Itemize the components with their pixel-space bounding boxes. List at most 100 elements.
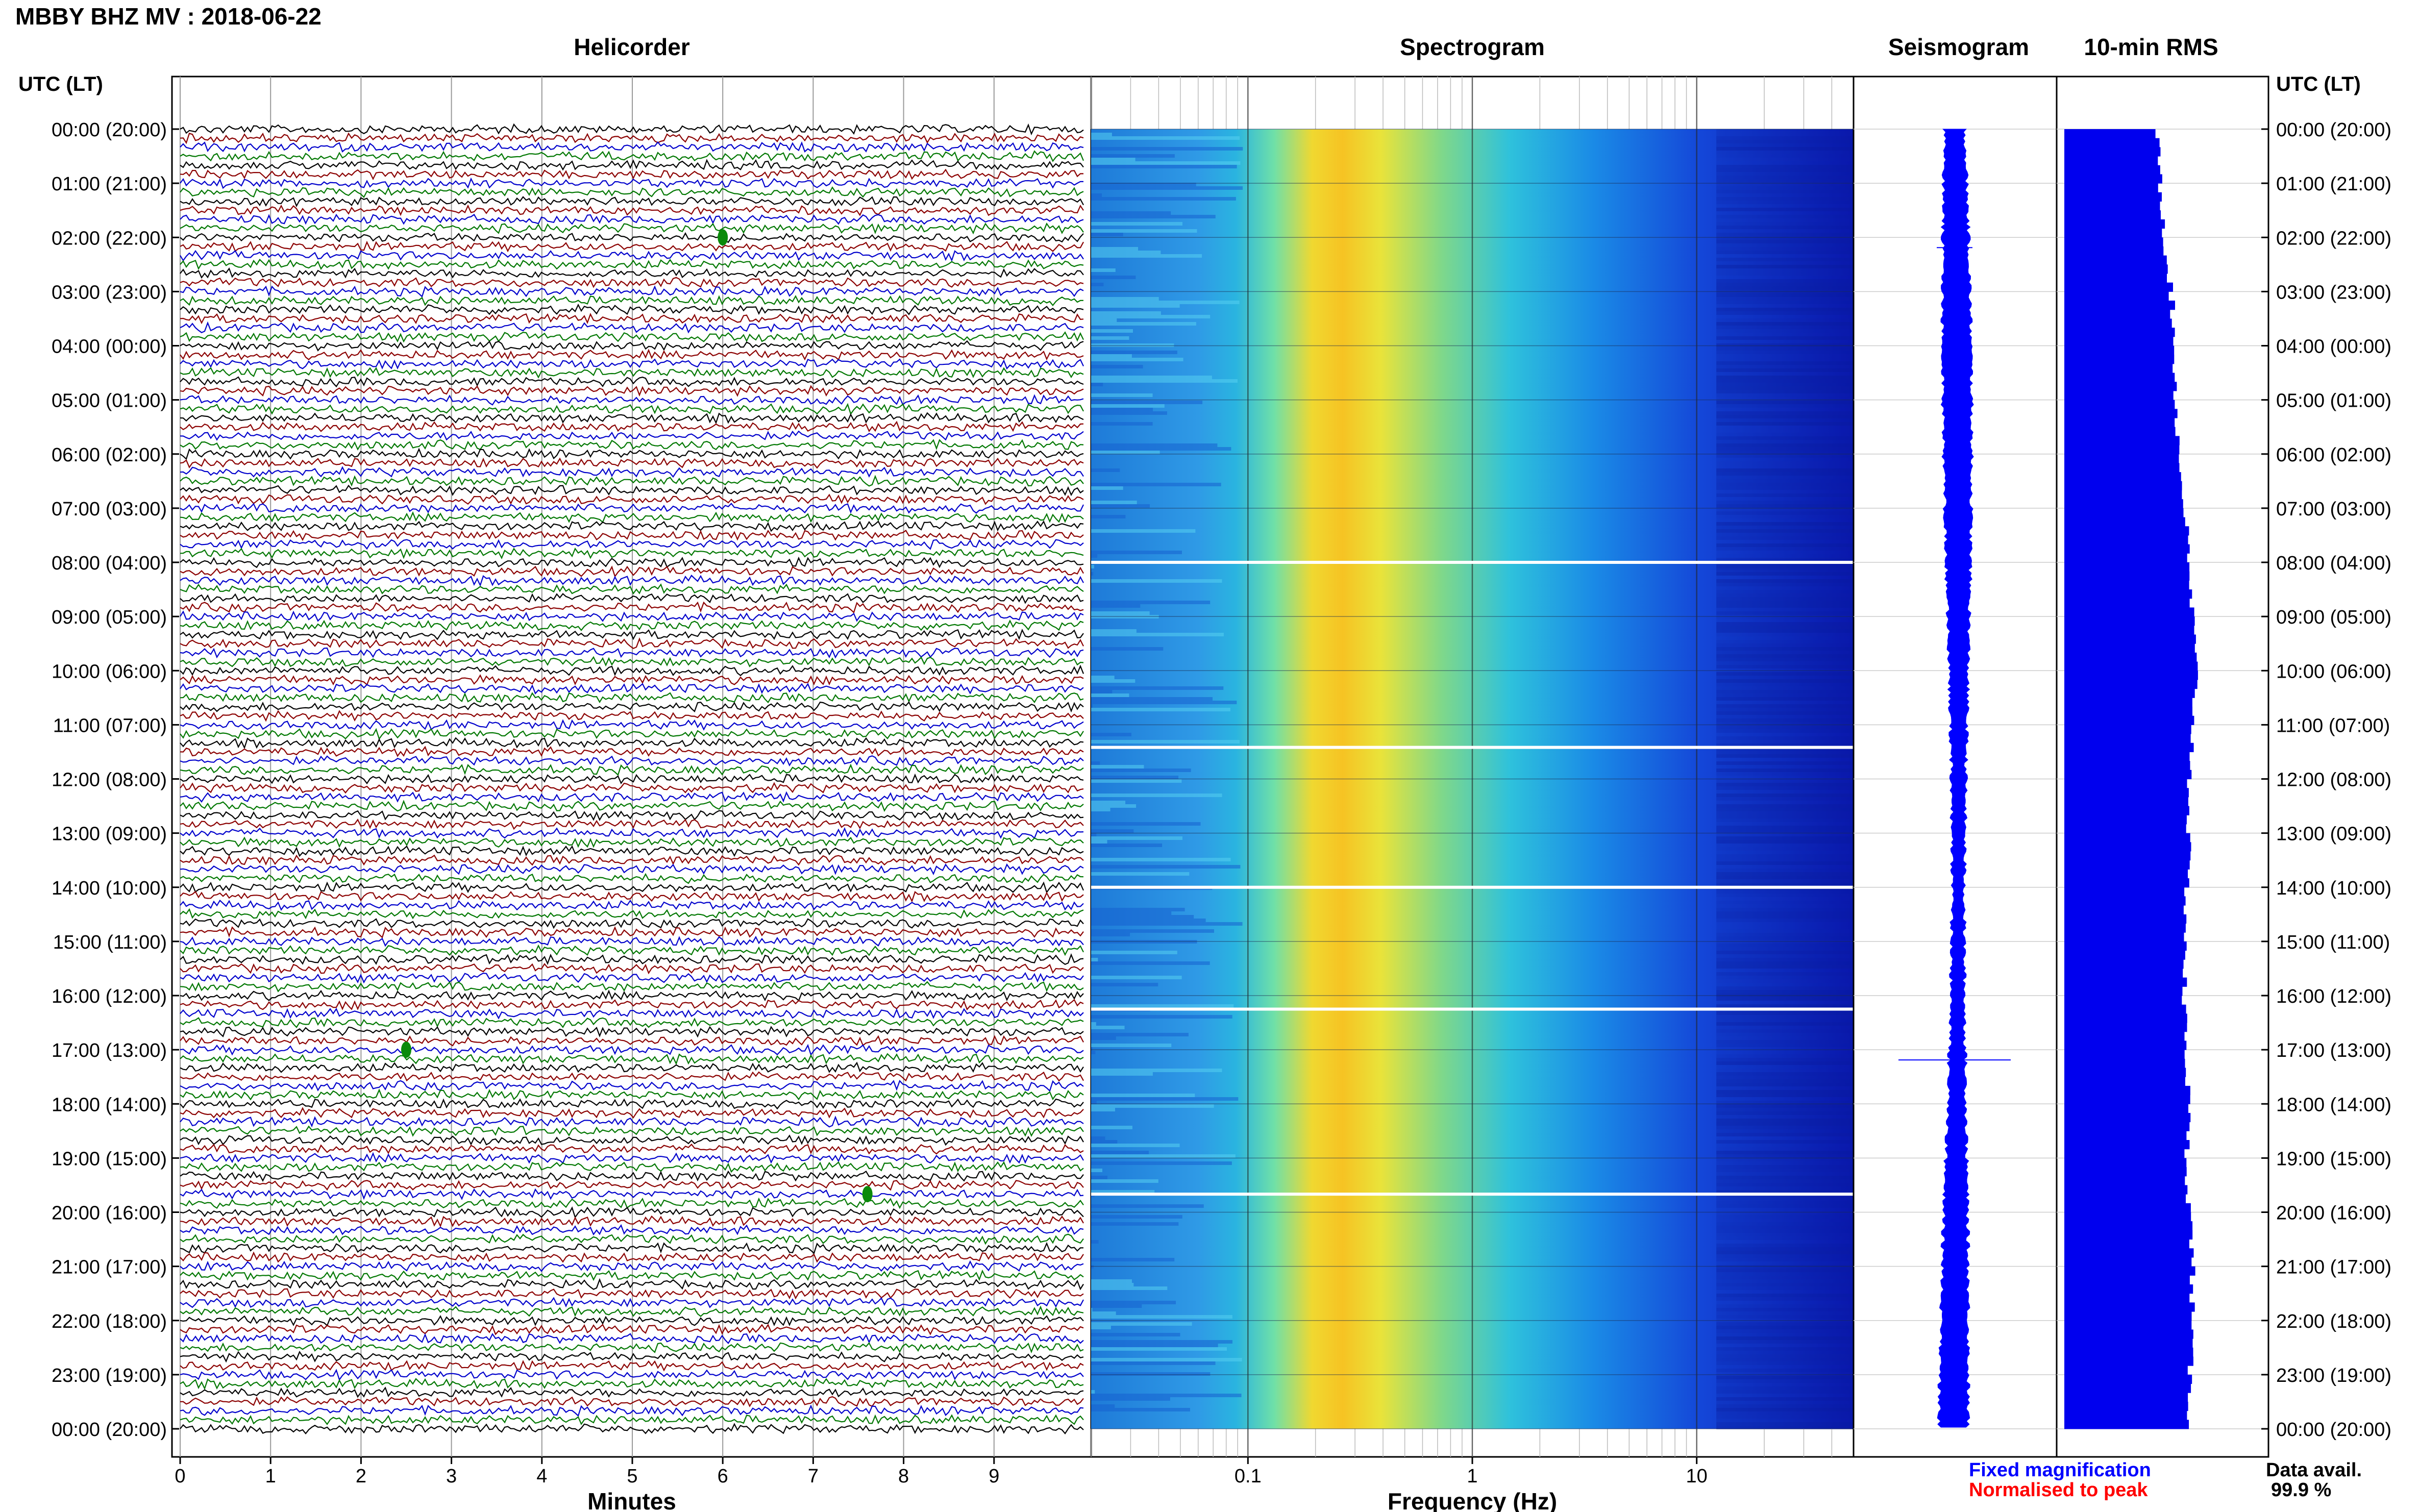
spectrogram-row (1091, 443, 1218, 447)
spectrogram-row (1716, 1372, 1854, 1376)
helicorder-trace (180, 1423, 1084, 1435)
helicorder-trace (180, 845, 1084, 857)
helicorder-trace (180, 1125, 1084, 1137)
spectrogram-row (1716, 286, 1854, 290)
rms-bar (2064, 905, 2184, 915)
helicorder-trace (180, 502, 1084, 514)
helicorder-event (401, 1042, 411, 1058)
time-tick-label-left: 04:00 (00:00) (52, 336, 167, 358)
spectrogram-row (1716, 179, 1854, 183)
spectrogram-row (1716, 758, 1854, 761)
spectrogram-row (1716, 704, 1854, 708)
rms-bar (2064, 742, 2194, 752)
spectrogram-row (1716, 211, 1854, 215)
helicorder-event (862, 1186, 873, 1203)
rms-bar (2064, 1339, 2193, 1348)
spectrogram-row (1716, 1133, 1854, 1136)
utc-lt-label-right: UTC (LT) (2276, 73, 2361, 95)
spectrogram-row (1716, 708, 1854, 711)
helicorder-trace (180, 692, 1084, 704)
rms-bar (2064, 499, 2183, 509)
helicorder-trace (180, 629, 1084, 640)
helicorder-trace (180, 908, 1084, 920)
rms-bar (2064, 147, 2161, 157)
rms-bar (2064, 887, 2185, 897)
spectrogram-row (1091, 761, 1100, 765)
spectrogram-row (1091, 1169, 1103, 1172)
helicorder-trace (180, 647, 1084, 659)
spectrogram-row (1716, 1104, 1854, 1108)
helicorder-trace (180, 1071, 1084, 1082)
spectrogram-row (1716, 665, 1854, 668)
time-tick-label-left: 20:00 (16:00) (52, 1203, 167, 1224)
spectrogram-row (1716, 965, 1854, 969)
time-tick-label-left: 05:00 (01:00) (52, 390, 167, 412)
helicorder-trace (180, 1061, 1084, 1073)
spectrogram-row (1716, 368, 1854, 372)
spectrogram-row (1716, 786, 1854, 790)
spectrogram-row (1716, 633, 1854, 636)
spectrogram-row (1716, 1044, 1854, 1047)
spectrogram-row (1716, 1322, 1854, 1326)
time-tick-label-right: 08:00 (04:00) (2276, 553, 2391, 574)
time-tick-label-right: 19:00 (15:00) (2276, 1148, 2391, 1170)
helicorder-trace (180, 123, 1084, 136)
spectrogram-row (1091, 351, 1177, 354)
spectrogram-row (1091, 604, 1141, 608)
helicorder-trace (180, 177, 1084, 189)
spectrogram-row (1716, 890, 1854, 894)
spectrogram-row (1716, 1365, 1854, 1369)
helicorder-trace (180, 439, 1084, 451)
rms-bar (2064, 445, 2180, 455)
rms-bar (2064, 1311, 2192, 1321)
utc-lt-label-left: UTC (LT) (18, 73, 103, 95)
spectrogram-row (1716, 390, 1854, 393)
spectrogram-row (1091, 222, 1183, 226)
rms-bar (2064, 1320, 2192, 1330)
rms-bar (2064, 616, 2195, 626)
spectrogram-row (1091, 1126, 1132, 1129)
rms-bar (2064, 1221, 2193, 1231)
rms-bar (2064, 1023, 2187, 1032)
spectrogram-row (1716, 647, 1854, 651)
helicorder-trace (180, 637, 1084, 649)
rms-bar (2064, 129, 2156, 139)
spectrogram-row (1091, 922, 1243, 926)
rms-bar (2064, 671, 2198, 680)
spectrogram-row (1091, 611, 1150, 615)
spectrogram-row (1091, 1283, 1134, 1286)
spectrogram-row (1716, 193, 1854, 197)
spectrogram-row (1716, 804, 1854, 808)
rms-bar (2064, 409, 2178, 418)
spectrogram-row (1091, 254, 1202, 258)
spectrogram-x-label: Frequency (Hz) (1388, 1488, 1557, 1512)
time-tick-label-right: 03:00 (23:00) (2276, 282, 2391, 303)
spectrogram-row (1716, 693, 1854, 697)
rms-bar (2064, 607, 2194, 617)
helicorder-trace (180, 1414, 1084, 1425)
helicorder-trace (180, 1007, 1084, 1020)
spectrogram-row (1716, 186, 1854, 190)
helicorder-trace (180, 1053, 1084, 1065)
spectrogram-row (1716, 961, 1854, 965)
spectrogram-row (1716, 236, 1854, 240)
helicorder-trace (180, 728, 1084, 740)
spectrogram-row (1716, 629, 1854, 633)
spectrogram-row (1091, 693, 1129, 697)
spectrogram-row (1716, 1422, 1854, 1426)
helicorder-trace (180, 358, 1084, 370)
helicorder-event (718, 229, 728, 246)
spectrogram-row (1716, 1240, 1854, 1244)
helicorder-trace (180, 1134, 1084, 1146)
spectrogram-row (1091, 701, 1237, 704)
spectrogram-row (1091, 1108, 1116, 1111)
spectrogram-row (1716, 1233, 1854, 1236)
spectrogram-row (1091, 794, 1222, 797)
spectrogram-row (1091, 844, 1163, 847)
helicorder-trace (180, 547, 1084, 560)
spectrogram-row (1716, 322, 1854, 326)
spectrogram-row (1716, 1090, 1854, 1094)
rms-bar (2064, 328, 2175, 337)
spectrogram-row (1716, 922, 1854, 926)
spectrogram-row (1716, 1069, 1854, 1072)
